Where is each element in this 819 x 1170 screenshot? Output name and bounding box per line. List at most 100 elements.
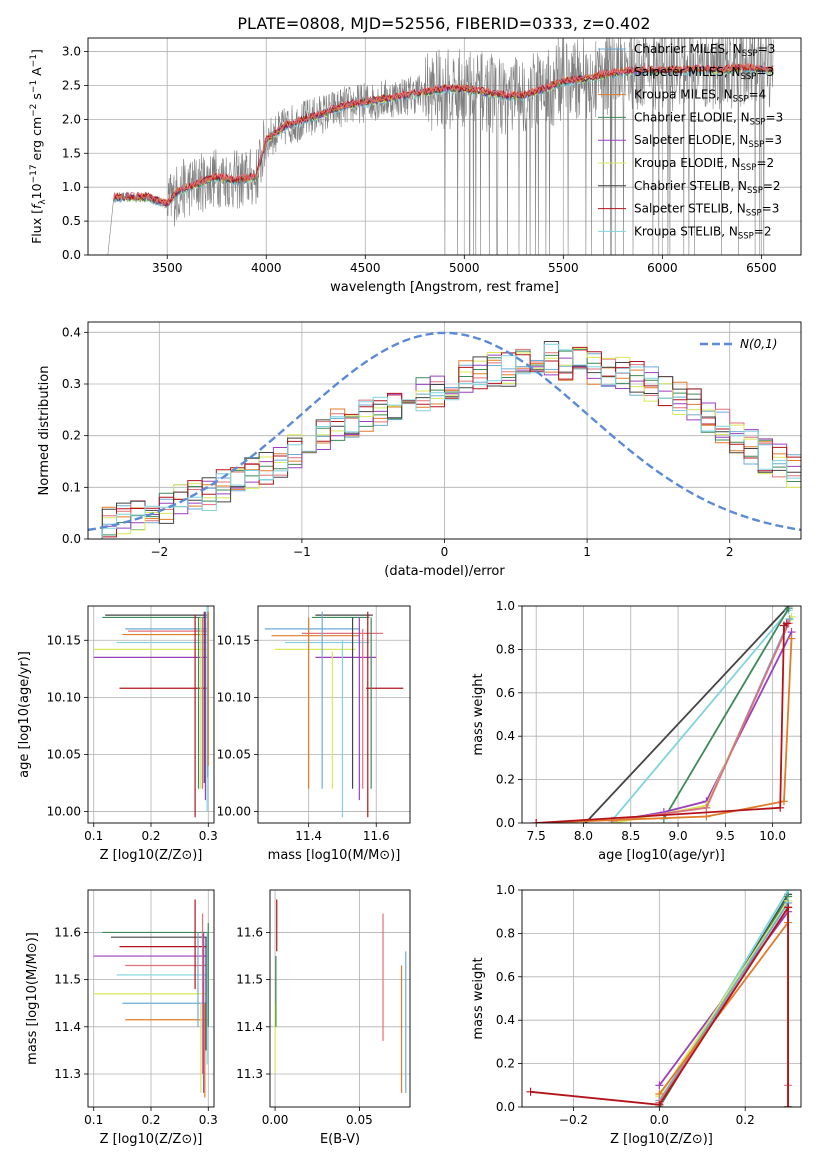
legend-label-sub: SSP [750,117,766,127]
legend-label: N(0,1) [740,337,777,351]
legend-label-text: Kroupa MILES, N [634,88,733,102]
x-tick-label: 0.2 [141,1113,160,1127]
y-tick-label: 0.0 [496,1100,515,1114]
weight-line-kroupa-miles [536,638,793,823]
y-tick-label: 11.5 [236,973,263,987]
x-tick-label: 6000 [647,261,678,275]
weight-marker [655,1089,664,1098]
x-tick-label: 4500 [350,261,381,275]
weight-marker [655,1100,664,1107]
x-tick-label: 2 [726,545,734,559]
axes-frame [87,889,215,1108]
y-tick-label: 0.0 [62,248,81,262]
weight-marker [702,812,711,821]
x-axis-label: E(B-V) [320,1132,360,1147]
x-axis-label: Z [log10(Z/Z⊙)] [610,1132,713,1147]
x-tick-label: 0.3 [199,1113,218,1127]
x-axis-label: wavelength [Angstrom, rest frame] [330,280,559,295]
legend-label: Chabrier STELIB, NSSP=2 [634,179,781,196]
y-tick-label: 11.4 [54,1020,81,1034]
weight-marker [782,619,791,628]
y-tick-label: 10.15 [47,633,81,647]
x-axis-label: mass [log10(M/M⊙)] [268,848,401,863]
weight-line-salpeter-stelib [530,904,789,1107]
y-axis-label: mass [log10(M/M⊙)] [25,932,40,1065]
y-tick-label: 11.4 [236,1020,263,1034]
panel-mass_vs_EBV: 0.00 0.05 11.3 11.4 11.5 11.6 E(B-V) [236,889,411,1147]
legend-label-sub: SSP [747,186,763,196]
y-tick-label: 0.1 [62,480,81,494]
y-axis-label: mass weight [471,673,486,755]
y-tick-label: 11.5 [54,973,81,987]
plot-area-age_vs_mass [264,611,404,818]
weight-marker [784,903,793,912]
y-tick-label: 10.05 [217,747,251,761]
panel-age_vs_Z: 0.1 0.2 0.3 10.00 10.05 10.10 10.15 Z [log10(Z/… [17,605,218,863]
weight-marker [776,803,785,812]
legend-label-value: =3 [758,42,776,56]
panel-age_vs_mass: 11.4 11.6 10.00 10.05 10.10 10.15 mass [log10(… [217,605,411,863]
y-tick-label: 1.0 [496,599,515,613]
y-axis-label-part: s [29,93,44,104]
x-tick-label: 0.2 [736,1113,755,1127]
weight-marker [784,1103,793,1107]
legend-label-sub: SSP [741,163,757,173]
x-tick-label: 0.00 [262,1113,289,1127]
x-tick-label: 11.6 [363,829,390,843]
plot-area-age_vs_Z [93,606,209,818]
axes-frame [87,321,802,540]
plot-area-mass_vs_EBV [274,899,407,1093]
legend-label-text: Salpeter ELODIE, N [634,133,748,147]
x-tick-label: 7.5 [527,829,546,843]
legend-label-text: Chabrier ELODIE, N [634,110,750,124]
x-tick-label: 9.5 [716,829,735,843]
plot-area-mass_vs_Z [93,899,209,1098]
legend-label-value: =4 [749,88,767,102]
panel-residuals: −2 −1 0 1 2 0.0 0.1 0.2 0.3 0.4 (data-model)/error… [37,321,802,579]
y-axis-label-part: Flux [ [29,209,44,244]
y-axis-label-part: erg cm [29,117,44,165]
plot-area-spectrum [107,38,774,255]
legend-label-text: Salpeter STELIB, N [634,202,746,216]
y-axis-label-part: 10 [29,183,44,199]
panel-mass_vs_Z: 0.1 0.2 0.3 11.3 11.4 11.5 11.6 Z [log10(Z/Z⊙)]… [25,889,218,1147]
legend-label-sub: SSP [748,140,764,150]
x-axis-label: Z [log10(Z/Z⊙)] [100,848,203,863]
y-tick-label: 2.5 [62,78,81,92]
legend-label: Salpeter STELIB, NSSP=3 [634,202,779,219]
y-axis-label: Flux [fλ10−17 erg cm−2 s−1 A−1] [29,49,48,244]
x-tick-label: 5500 [548,261,579,275]
x-axis-label: (data-model)/error [384,564,505,579]
y-axis-label-part: f [29,203,44,209]
legend-label-text: Salpeter MILES, N [634,65,741,79]
model-spectrum-salpeter-miles [113,62,774,206]
y-axis-label-part: −17 [29,164,39,183]
legend-label-sub: SSP [741,72,757,82]
histogram-kroupa-stelib [88,343,801,539]
x-tick-label: 8.0 [574,829,593,843]
legend-label-sub: SSP [738,231,754,241]
y-axis-label: age [log10(age/yr)] [17,651,32,778]
y-tick-label: 2.0 [62,112,81,126]
y-tick-label: 10.00 [217,805,251,819]
x-tick-label: 0.1 [84,829,103,843]
axes-frame [87,37,802,256]
x-tick-label: 4000 [251,261,282,275]
weight-line-chabrier-elodie [663,607,790,820]
y-tick-label: 10.00 [47,805,81,819]
x-tick-label: 5000 [449,261,480,275]
x-tick-label: 1 [583,545,591,559]
y-tick-label: 10.15 [217,633,251,647]
legend-label: Kroupa STELIB, NSSP=2 [634,224,772,241]
y-tick-label: 1.0 [62,180,81,194]
legend-label: Kroupa MILES, NSSP=4 [634,88,766,105]
y-tick-label: 10.10 [47,690,81,704]
y-tick-label: 0.0 [62,532,81,546]
y-tick-label: 0.4 [62,325,81,339]
axes-frame [87,605,215,824]
y-axis-label-part: ] [29,49,44,54]
axes-frame [257,605,411,824]
y-tick-label: 1.0 [496,883,515,897]
